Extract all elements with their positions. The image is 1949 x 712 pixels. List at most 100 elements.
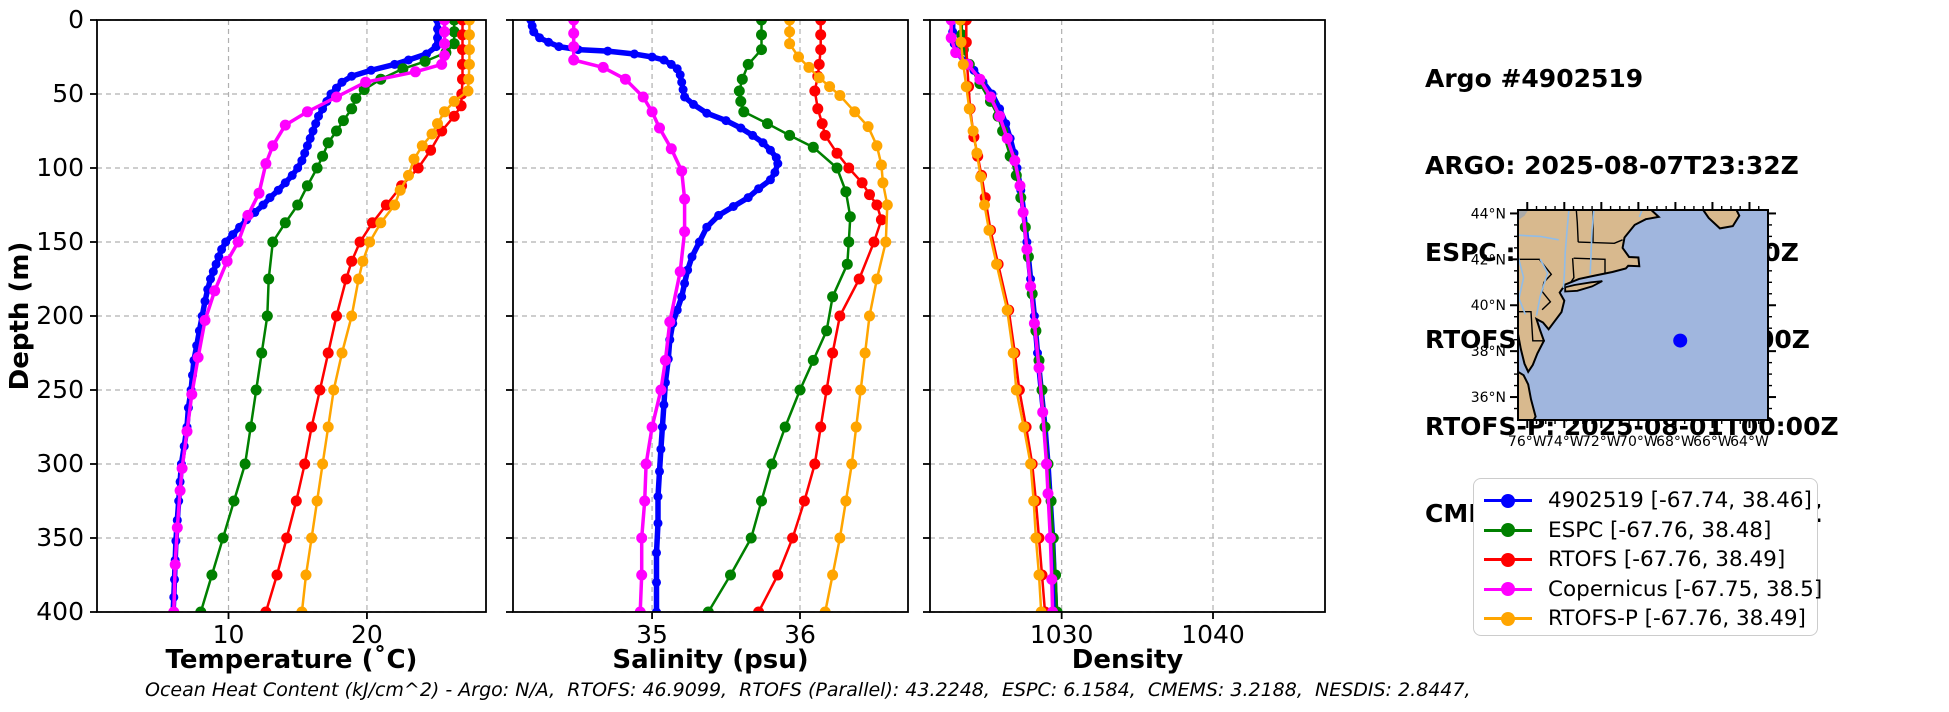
salinity-marker-RTOFS	[819, 129, 831, 141]
map-lat-label: 40°N	[1471, 298, 1506, 314]
salinity-marker-Copernicus	[639, 495, 651, 507]
salinity-marker-ESPC	[784, 129, 796, 141]
salinity-marker-4902519	[754, 184, 764, 194]
salinity-series-Copernicus	[568, 20, 691, 612]
salinity-marker-RTOFS-P	[803, 61, 815, 73]
temperature-marker-4902519	[280, 178, 290, 188]
salinity-marker-RTOFS-P	[834, 532, 846, 544]
temperature-marker-Copernicus	[181, 425, 193, 437]
temperature-marker-4902519	[208, 267, 218, 277]
argo-timestamp: ARGO: 2025-08-07T23:32Z	[1425, 151, 1799, 180]
salinity-marker-ESPC	[831, 162, 843, 174]
salinity-series-ESPC	[702, 20, 856, 612]
density-marker-Copernicus	[1037, 406, 1049, 418]
temperature-marker-ESPC	[250, 384, 262, 396]
salinity-marker-Copernicus	[637, 91, 649, 103]
temperature-marker-ESPC	[239, 458, 251, 470]
salinity-marker-RTOFS	[815, 29, 827, 41]
xaxis-title-temperature: Temperature (˚C)	[166, 644, 418, 675]
rtofs-line-marker-icon	[1484, 552, 1532, 567]
ytick-label: 200	[36, 301, 84, 330]
temperature-marker-4902519	[200, 296, 210, 306]
temperature-marker-4902519	[305, 133, 315, 143]
density-marker-RTOFS-P	[1018, 421, 1030, 433]
salinity-marker-4902519	[647, 52, 657, 62]
temperature-line-RTOFS-P	[300, 20, 471, 612]
temperature-marker-Copernicus	[301, 106, 313, 118]
temperature-marker-ESPC	[261, 310, 273, 322]
temperature-marker-RTOFS-P	[306, 532, 318, 544]
salinity-marker-4902519	[677, 292, 687, 302]
salinity-marker-4902519	[702, 222, 712, 232]
salinity-marker-ESPC	[794, 384, 806, 396]
map-land-northeast	[1517, 209, 1661, 374]
salinity-marker-4902519	[672, 305, 682, 315]
temperature-marker-ESPC	[195, 606, 207, 612]
salinity-marker-RTOFS	[787, 532, 799, 544]
salinity-marker-4902519	[675, 70, 685, 80]
density-marker-RTOFS-P	[1007, 347, 1019, 359]
legend-label-copernicus: Copernicus [-67.75, 38.5]	[1548, 576, 1823, 602]
temperature-marker-RTOFS	[425, 144, 437, 156]
salinity-marker-ESPC	[745, 532, 757, 544]
salinity-marker-4902519	[765, 145, 775, 155]
temperature-marker-Copernicus	[221, 255, 233, 267]
temperature-marker-ESPC	[228, 495, 240, 507]
temperature-marker-4902519	[311, 119, 321, 129]
salinity-marker-ESPC	[756, 495, 767, 507]
salinity-marker-4902519	[653, 518, 663, 528]
salinity-marker-ESPC	[756, 44, 767, 56]
salinity-marker-ESPC	[736, 73, 748, 85]
xtick-label-salinity: 36	[784, 620, 816, 649]
temperature-marker-ESPC	[279, 217, 291, 229]
temperature-marker-ESPC	[263, 273, 275, 285]
legend-label-rtofs-p: RTOFS-P [-67.76, 38.49]	[1548, 606, 1806, 632]
salinity-marker-4902519	[653, 492, 663, 502]
salinity-marker-Copernicus	[679, 226, 691, 238]
salinity-marker-Copernicus	[646, 421, 658, 433]
salinity-marker-RTOFS	[856, 177, 868, 189]
density-marker-RTOFS-P	[954, 20, 966, 26]
temperature-marker-RTOFS-P	[448, 95, 460, 107]
temperature-marker-RTOFS-P	[317, 458, 329, 470]
temperature-marker-RTOFS-P	[296, 606, 308, 612]
temperature-marker-4902519	[347, 71, 357, 81]
salinity-marker-Copernicus	[665, 143, 677, 155]
xtick-label-density: 1040	[1181, 620, 1245, 649]
temperature-marker-4902519	[221, 237, 231, 247]
temperature-marker-ESPC	[397, 63, 409, 75]
map-lon-label: 76°W	[1508, 434, 1547, 450]
map-lon-label: 74°W	[1545, 434, 1584, 450]
temperature-marker-RTOFS	[380, 199, 392, 211]
salinity-marker-Copernicus	[568, 54, 580, 66]
salinity-marker-4902519	[736, 123, 746, 133]
temperature-marker-RTOFS	[299, 458, 311, 470]
salinity-marker-Copernicus	[568, 41, 580, 53]
temperature-marker-RTOFS	[412, 162, 424, 174]
salinity-marker-4902519	[689, 99, 698, 109]
salinity-marker-RTOFS-P	[849, 106, 861, 118]
salinity-marker-4902519	[748, 130, 758, 140]
salinity-marker-4902519	[535, 33, 545, 43]
temperature-marker-4902519	[433, 33, 442, 43]
density-marker-Copernicus	[1028, 317, 1040, 329]
temperature-marker-Copernicus	[253, 187, 265, 199]
salinity-marker-RTOFS	[809, 85, 821, 97]
ytick-label: 150	[36, 227, 84, 256]
density-marker-Copernicus	[1046, 573, 1058, 585]
copernicus-line-marker-icon	[1484, 582, 1532, 597]
density-marker-RTOFS-P	[975, 171, 987, 183]
map-lat-label: 42°N	[1471, 252, 1506, 268]
map-river	[1517, 255, 1527, 315]
temperature-marker-Copernicus	[360, 76, 372, 88]
density-series-RTOFS-P	[954, 20, 1047, 612]
location-map: 44°N 42°N 40°N 38°N 36°N 76°W74°W72°W70°W68°W…	[1471, 202, 1776, 450]
ocean-heat-content-note: Ocean Heat Content (kJ/cm^2) - Argo: N/A…	[145, 679, 1471, 701]
map-lat-label: 38°N	[1471, 344, 1506, 360]
density-marker-RTOFS-P	[960, 81, 972, 93]
temperature-marker-RTOFS	[260, 606, 272, 612]
legend-label-argo: 4902519 [-67.74, 38.46]	[1548, 488, 1812, 514]
temperature-marker-RTOFS-P	[364, 236, 376, 248]
